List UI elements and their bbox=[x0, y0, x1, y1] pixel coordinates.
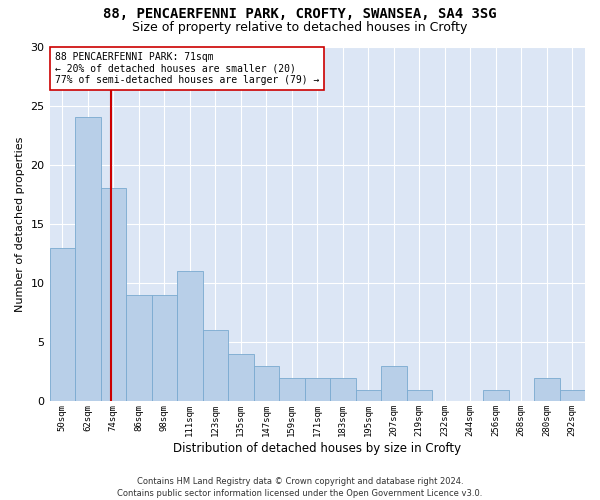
Bar bbox=[330, 378, 356, 402]
Bar bbox=[381, 366, 407, 402]
Bar bbox=[203, 330, 228, 402]
Bar bbox=[534, 378, 560, 402]
Bar bbox=[305, 378, 330, 402]
Bar bbox=[254, 366, 279, 402]
Y-axis label: Number of detached properties: Number of detached properties bbox=[15, 136, 25, 312]
Bar bbox=[126, 295, 152, 402]
Text: Contains HM Land Registry data © Crown copyright and database right 2024.
Contai: Contains HM Land Registry data © Crown c… bbox=[118, 476, 482, 498]
Bar bbox=[101, 188, 126, 402]
Text: Size of property relative to detached houses in Crofty: Size of property relative to detached ho… bbox=[133, 21, 467, 34]
Bar bbox=[75, 118, 101, 402]
Bar bbox=[483, 390, 509, 402]
Bar bbox=[50, 248, 75, 402]
Text: 88 PENCAERFENNI PARK: 71sqm
← 20% of detached houses are smaller (20)
77% of sem: 88 PENCAERFENNI PARK: 71sqm ← 20% of det… bbox=[55, 52, 319, 85]
X-axis label: Distribution of detached houses by size in Crofty: Distribution of detached houses by size … bbox=[173, 442, 461, 455]
Bar bbox=[279, 378, 305, 402]
Bar bbox=[152, 295, 177, 402]
Bar bbox=[356, 390, 381, 402]
Bar bbox=[407, 390, 432, 402]
Bar bbox=[228, 354, 254, 402]
Bar bbox=[177, 272, 203, 402]
Text: 88, PENCAERFENNI PARK, CROFTY, SWANSEA, SA4 3SG: 88, PENCAERFENNI PARK, CROFTY, SWANSEA, … bbox=[103, 8, 497, 22]
Bar bbox=[560, 390, 585, 402]
